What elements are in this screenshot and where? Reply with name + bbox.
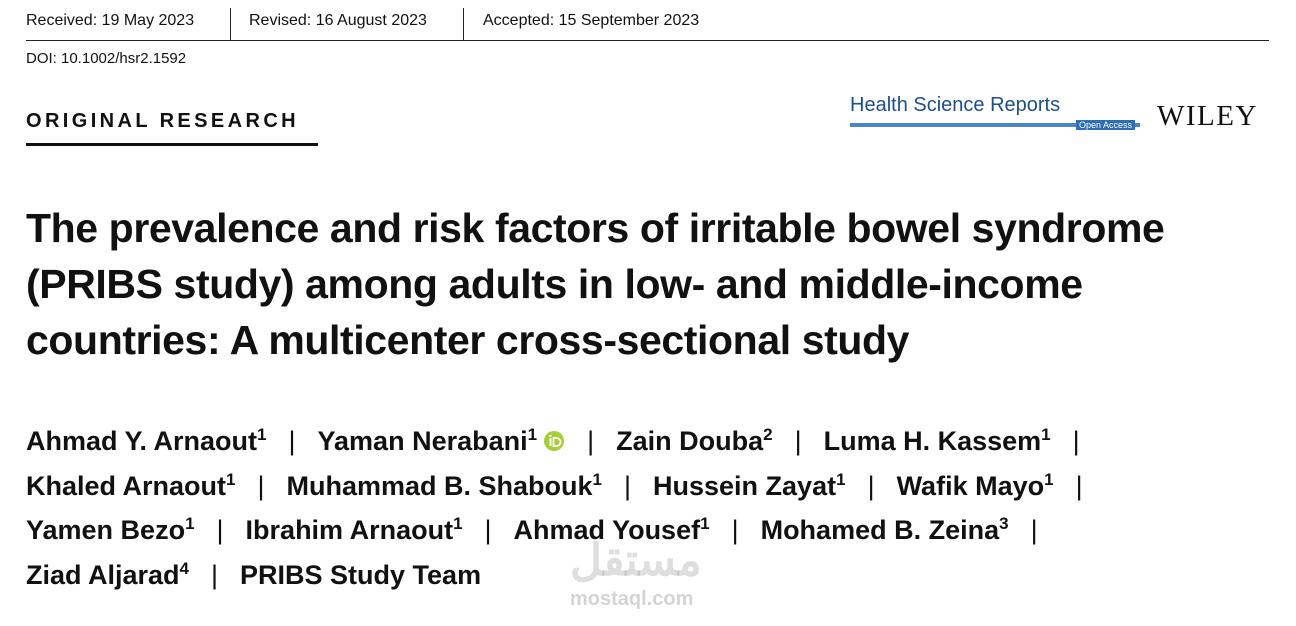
author: Zain Douba2 — [616, 425, 773, 456]
divider — [463, 8, 464, 41]
orcid-icon[interactable] — [543, 430, 565, 452]
author-line: Khaled Arnaout1 | Muhammad B. Shabouk1 | Hus… — [26, 470, 1105, 502]
author-name: Luma H. Kassem — [823, 426, 1042, 456]
affiliation: 1 — [527, 425, 538, 444]
header-rule — [26, 40, 1269, 41]
publisher: WILEY — [1157, 100, 1258, 132]
affiliation: 1 — [1044, 470, 1054, 489]
author: Ziad Aljarad4 — [26, 559, 190, 590]
watermark-site: mostaql.com — [570, 588, 694, 610]
author: Ahmad Y. Arnaout1 — [26, 425, 267, 456]
author: Khaled Arnaout1 — [26, 470, 236, 501]
author-name: Muhammad B. Shabouk — [286, 471, 593, 501]
author-separator: | — [216, 515, 224, 545]
affiliation: 4 — [179, 559, 190, 578]
title-line: countries: A multicenter cross-sectional… — [26, 317, 910, 363]
affiliation: 1 — [226, 470, 236, 489]
author: Yamen Bezo1 — [26, 514, 195, 545]
author-name: Ahmad Y. Arnaout — [26, 426, 258, 456]
author-separator: | — [288, 426, 296, 456]
revised-date: Revised: 16 August 2023 — [249, 12, 427, 29]
journal-bar — [850, 123, 1140, 127]
author-name: Khaled Arnaout — [26, 471, 227, 501]
affiliation: 1 — [836, 470, 846, 489]
author-separator: | — [1030, 515, 1038, 545]
title-line: The prevalence and risk factors of irrit… — [26, 205, 1165, 251]
author-separator: | — [731, 515, 739, 545]
author-name: Wafik Mayo — [896, 471, 1045, 501]
author-name: Ahmad Yousef — [513, 515, 701, 545]
author-name: Ibrahim Arnaout — [245, 515, 454, 545]
section-label: ORIGINAL RESEARCH — [26, 110, 300, 132]
author-name: Mohamed B. Zeina — [760, 515, 1000, 545]
author: PRIBS Study Team — [240, 560, 481, 590]
accepted-date: Accepted: 15 September 2023 — [483, 12, 700, 29]
author: Luma H. Kassem1 — [823, 425, 1051, 456]
author-separator: | — [484, 515, 492, 545]
affiliation: 1 — [700, 514, 710, 533]
journal-name: Health Science Reports — [850, 94, 1061, 116]
author-separator: | — [211, 560, 219, 590]
author-separator: | — [587, 426, 595, 456]
section-underline — [26, 143, 318, 146]
author-separator: | — [1075, 471, 1083, 501]
author: Hussein Zayat1 — [653, 470, 846, 501]
author-name: Yaman Nerabani — [317, 426, 528, 456]
author: Ibrahim Arnaout1 — [245, 514, 463, 545]
affiliation: 2 — [763, 425, 773, 444]
affiliation: 1 — [592, 470, 602, 489]
doi: DOI: 10.1002/hsr2.1592 — [26, 50, 187, 67]
affiliation: 3 — [999, 514, 1009, 533]
author-name: Ziad Aljarad — [26, 560, 180, 590]
author-name: Hussein Zayat — [653, 471, 837, 501]
author-separator: | — [1072, 426, 1080, 456]
watermark-arabic: مستقل — [570, 536, 702, 585]
author-separator: | — [624, 471, 632, 501]
author-name: PRIBS Study Team — [240, 560, 482, 590]
affiliation: 1 — [1041, 425, 1051, 444]
received-date: Received: 19 May 2023 — [26, 12, 195, 29]
affiliation: 1 — [185, 514, 195, 533]
author-line: Yamen Bezo1 | Ibrahim Arnaout1 | Ahmad Youse… — [26, 514, 1060, 546]
author: Mohamed B. Zeina3 — [760, 514, 1009, 545]
divider — [230, 8, 231, 41]
open-access-badge: Open Access — [1076, 120, 1136, 130]
author-line: Ahmad Y. Arnaout1 | Yaman Nerabani1 | Zain D… — [26, 425, 1102, 457]
author-separator: | — [867, 471, 875, 501]
author-line: Ziad Aljarad4 | PRIBS Study Team — [26, 559, 481, 591]
affiliation: 1 — [257, 425, 267, 444]
author: Yaman Nerabani1 — [317, 425, 566, 456]
author: Wafik Mayo1 — [896, 470, 1054, 501]
author-name: Zain Douba — [616, 426, 764, 456]
affiliation: 1 — [453, 514, 463, 533]
author: Muhammad B. Shabouk1 — [286, 470, 603, 501]
author-separator: | — [257, 471, 265, 501]
title-line: (PRIBS study) among adults in low- and m… — [26, 261, 1083, 307]
author-separator: | — [794, 426, 802, 456]
author-name: Yamen Bezo — [26, 515, 186, 545]
author: Ahmad Yousef1 — [513, 514, 710, 545]
